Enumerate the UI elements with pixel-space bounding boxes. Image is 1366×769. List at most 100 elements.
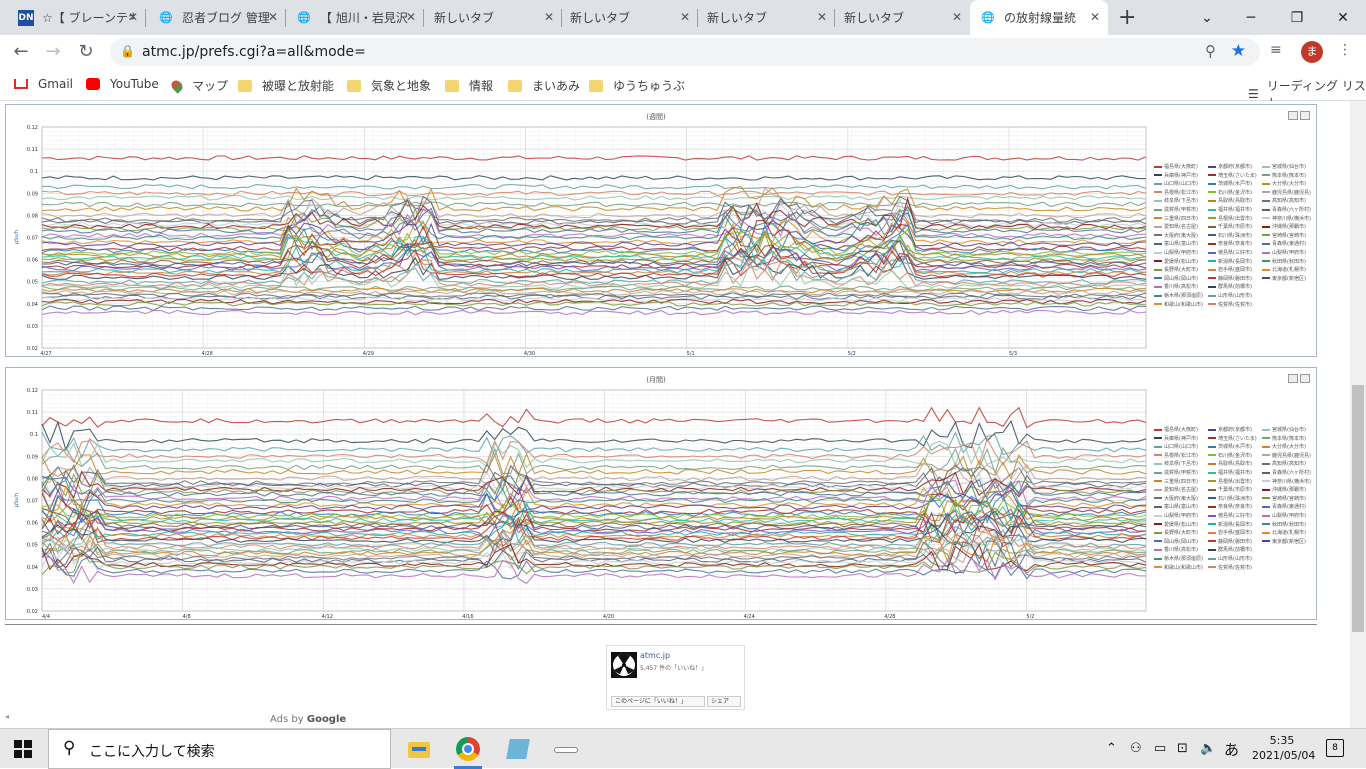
file-explorer-icon[interactable] [406, 737, 432, 761]
legend-item[interactable]: 京都府(京都市) [1208, 426, 1252, 433]
legend-item[interactable]: 石川県(金沢市) [1208, 189, 1252, 196]
legend-item[interactable]: 長野県(大町市) [1154, 529, 1198, 536]
close-icon[interactable]: ✕ [679, 10, 690, 24]
windows-start-icon[interactable] [14, 740, 32, 758]
network-icon[interactable]: ⊡ [1177, 741, 1188, 756]
legend-item[interactable]: 大阪府(東大阪) [1154, 495, 1198, 502]
tab-search-icon[interactable]: ⌄ [1201, 9, 1213, 26]
notepad-app-icon[interactable] [505, 737, 531, 761]
legend-item[interactable]: 東京都(新宿区) [1262, 275, 1306, 282]
legend-item[interactable]: 石川県(金沢市) [1208, 452, 1252, 459]
legend-item[interactable]: 山梨県(甲府市) [1262, 249, 1306, 256]
legend-item[interactable]: 奈良県(奈良市) [1208, 240, 1252, 247]
clock[interactable]: 5:35 2021/05/04 [1252, 733, 1315, 763]
legend-item[interactable]: 富山県(富山市) [1154, 503, 1198, 510]
legend-item[interactable]: 鹿児島県(鹿児島) [1262, 452, 1311, 459]
legend-item[interactable]: 大阪府(東大阪) [1154, 232, 1198, 239]
print-chart-icon[interactable] [1288, 111, 1298, 120]
restore-icon[interactable]: ❐ [1290, 9, 1304, 26]
legend-item[interactable]: 奈良県(奈良市) [1208, 503, 1252, 510]
legend-item[interactable]: 石川県(珠洲市) [1208, 495, 1252, 502]
notification-icon[interactable]: 8 [1326, 739, 1344, 757]
legend-item[interactable]: 宮崎県(宮崎市) [1262, 495, 1306, 502]
ads-by-google[interactable]: Ads by Google [270, 714, 346, 725]
legend-item[interactable]: 秋田県(秋田市) [1262, 258, 1306, 265]
avatar[interactable]: ま [1301, 41, 1323, 63]
bookmark-folder-2[interactable]: 気象と地象 [347, 77, 431, 94]
legend-item[interactable]: 宮城県(仙台市) [1262, 426, 1306, 433]
legend-item[interactable]: 愛知県(名古屋) [1154, 223, 1198, 230]
legend-item[interactable]: 青森県(六ヶ所村) [1262, 469, 1311, 476]
legend-item[interactable]: 岩手県(盛岡市) [1208, 266, 1252, 273]
legend-item[interactable]: 佐賀県(佐賀市) [1208, 564, 1252, 571]
legend-item[interactable]: 青森県(東通村) [1262, 240, 1306, 247]
legend-item[interactable]: 高知県(高知市) [1262, 460, 1306, 467]
media-control-icon[interactable]: ≡ [1270, 42, 1282, 58]
legend-item[interactable]: 茨城県(水戸市) [1208, 443, 1252, 450]
legend-item[interactable]: 岩手県(盛岡市) [1208, 529, 1252, 536]
close-icon[interactable]: ✕ [543, 10, 554, 24]
bookmark-folder-1[interactable]: 被曝と放射能 [238, 77, 334, 94]
volume-icon[interactable]: 🔈 [1200, 741, 1217, 756]
scrollbar-thumb[interactable] [1352, 385, 1364, 632]
bookmark-folder-3[interactable]: 情報 [445, 77, 493, 94]
legend-item[interactable]: 富山県(富山市) [1154, 240, 1198, 247]
tab-7[interactable]: 新しいタブ ✕ [834, 0, 970, 35]
legend-item[interactable]: 三重県(四日市) [1154, 478, 1198, 485]
legend-item[interactable]: 香川県(高松市) [1154, 546, 1198, 553]
tab-5[interactable]: 新しいタブ ✕ [560, 0, 698, 35]
tab-6[interactable]: 新しいタブ ✕ [697, 0, 835, 35]
download-chart-icon[interactable] [1300, 111, 1310, 120]
legend-item[interactable]: 滋賀県(甲賀市) [1154, 206, 1198, 213]
legend-item[interactable]: 山形県(山形市) [1208, 292, 1252, 299]
legend-item[interactable]: 山梨県(甲府市) [1262, 512, 1306, 519]
legend-item[interactable]: 群馬県(前橋市) [1208, 283, 1252, 290]
battery-icon[interactable]: ▭ [1154, 741, 1167, 756]
close-icon[interactable]: ✕ [267, 10, 278, 24]
legend-item[interactable]: 福井県(福井市) [1208, 469, 1252, 476]
legend-item[interactable]: 神奈川県(横浜市) [1262, 215, 1311, 222]
taskbar-search[interactable]: ⚲ ここに入力して検索 [48, 729, 391, 769]
bookmark-youtube[interactable]: YouTube [86, 77, 159, 91]
legend-item[interactable]: 千葉県(市原市) [1208, 223, 1252, 230]
fb-like-button[interactable]: このページに「いいね！」 [611, 696, 705, 707]
legend-item[interactable]: 京都府(京都市) [1208, 163, 1252, 170]
close-icon[interactable]: ✕ [127, 10, 138, 24]
legend-item[interactable]: 新潟県(長岡市) [1208, 258, 1252, 265]
legend-item[interactable]: 大分県(大分市) [1262, 180, 1306, 187]
scroll-left-icon[interactable]: ◂ [5, 712, 10, 721]
legend-item[interactable]: 千葉県(市原市) [1208, 486, 1252, 493]
legend-item[interactable]: 熊本県(熊本市) [1262, 172, 1306, 179]
legend-item[interactable]: 岐阜県(下呂市) [1154, 197, 1198, 204]
legend-item[interactable]: 長野県(大町市) [1154, 266, 1198, 273]
legend-item[interactable]: 栃木県(那須塩原) [1154, 555, 1203, 562]
legend-item[interactable]: 三重県(四日市) [1154, 215, 1198, 222]
legend-item[interactable]: 島根県(出雲市) [1208, 215, 1252, 222]
legend-item[interactable]: 鳥取県(鳥取市) [1208, 460, 1252, 467]
close-window-icon[interactable]: ✕ [1337, 9, 1349, 26]
legend-item[interactable]: 群馬県(前橋市) [1208, 546, 1252, 553]
bookmark-folder-5[interactable]: ゆうちゅうぶ [589, 77, 685, 94]
new-tab-button[interactable]: + [1118, 5, 1137, 30]
tab-3[interactable]: 🌐 【 旭川・岩見沢 ✕ [286, 0, 424, 35]
bookmark-star-icon[interactable]: ★ [1230, 41, 1246, 61]
chrome-icon[interactable] [455, 737, 481, 761]
legend-item[interactable]: 大分県(大分市) [1262, 443, 1306, 450]
download-chart-icon[interactable] [1300, 374, 1310, 383]
legend-item[interactable]: 宮城県(仙台市) [1262, 163, 1306, 170]
legend-item[interactable]: 島根県(松江市) [1154, 452, 1198, 459]
forward-icon[interactable]: → [45, 41, 61, 62]
minimize-icon[interactable]: ─ [1246, 9, 1256, 26]
legend-item[interactable]: 山形県(山形市) [1208, 555, 1252, 562]
print-chart-icon[interactable] [1288, 374, 1298, 383]
legend-item[interactable]: 佐賀県(佐賀市) [1208, 301, 1252, 308]
legend-item[interactable]: 青森県(東通村) [1262, 503, 1306, 510]
address-bar[interactable]: 🔒 atmc.jp/prefs.cgi?a=all&mode= ⚲ ★ [110, 38, 1260, 66]
people-icon[interactable]: ⚇ [1130, 741, 1142, 756]
legend-item[interactable]: 兵庫県(神戸市) [1154, 435, 1198, 442]
legend-item[interactable]: 東京都(新宿区) [1262, 538, 1306, 545]
legend-item[interactable]: 愛知県(名古屋) [1154, 486, 1198, 493]
back-icon[interactable]: ← [13, 41, 29, 62]
tab-4[interactable]: 新しいタブ ✕ [424, 0, 562, 35]
legend-item[interactable]: 島根県(出雲市) [1208, 478, 1252, 485]
